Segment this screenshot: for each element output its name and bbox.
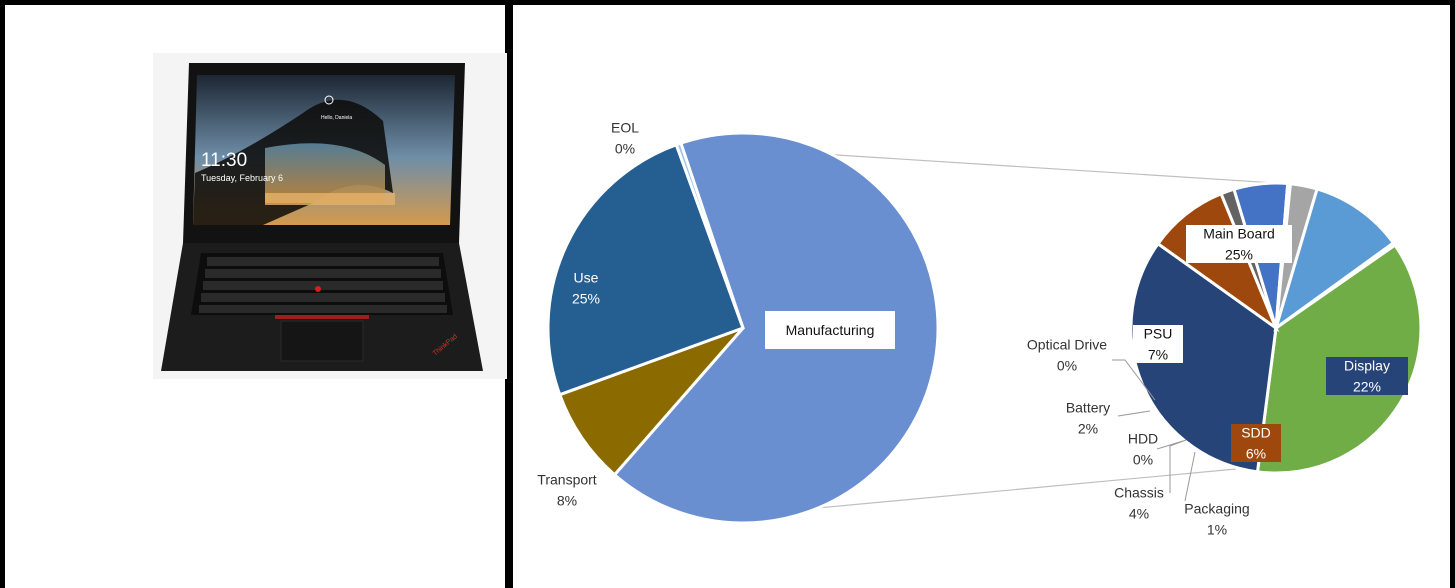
data-label-eol: EOL 0% xyxy=(611,120,639,157)
data-label-transport: Transport 8% xyxy=(537,472,597,509)
photo-panel xyxy=(0,0,510,588)
data-label-packaging: Packaging 1% xyxy=(1184,501,1249,538)
svg-text:HDD: HDD xyxy=(1128,431,1158,447)
svg-text:PSU: PSU xyxy=(1144,326,1173,342)
photo-date: Tuesday, February 6 xyxy=(201,173,283,183)
data-label-display: Display 22% xyxy=(1326,357,1408,395)
svg-text:SDD: SDD xyxy=(1241,425,1271,441)
data-label-chassis: Chassis 4% xyxy=(1114,485,1164,522)
leader-line xyxy=(1112,359,1156,401)
svg-text:EOL: EOL xyxy=(611,120,639,136)
laptop-photo: 11:30 Tuesday, February 6 Hello, Daniela… xyxy=(153,53,507,379)
leader-line xyxy=(1117,410,1151,417)
data-label-sdd: SDD 6% xyxy=(1231,424,1281,462)
svg-text:0%: 0% xyxy=(615,141,635,157)
data-label-optical-drive: Optical Drive 0% xyxy=(1027,337,1107,374)
data-label-main-board: Main Board 25% xyxy=(1186,225,1292,263)
svg-text:Manufacturing: Manufacturing xyxy=(786,322,875,338)
svg-text:0%: 0% xyxy=(1057,358,1077,374)
svg-text:1%: 1% xyxy=(1207,522,1227,538)
data-label-battery: Battery 2% xyxy=(1066,400,1110,437)
svg-text:Optical Drive: Optical Drive xyxy=(1027,337,1107,353)
data-label-hdd: HDD 0% xyxy=(1128,431,1158,468)
svg-text:Battery: Battery xyxy=(1066,400,1110,416)
photo-greeting: Hello, Daniela xyxy=(321,115,352,121)
svg-text:25%: 25% xyxy=(572,291,600,307)
pie-slice-transport xyxy=(557,326,745,477)
svg-text:Use: Use xyxy=(574,270,599,286)
svg-text:22%: 22% xyxy=(1353,379,1381,395)
svg-text:7%: 7% xyxy=(1148,347,1168,363)
svg-text:Main Board: Main Board xyxy=(1203,226,1275,242)
leader-line xyxy=(1184,451,1196,502)
svg-text:Transport: Transport xyxy=(537,472,597,488)
pie-slice-display xyxy=(1129,241,1278,474)
data-label-use: Use 25% xyxy=(561,269,611,307)
pie-slice-eol xyxy=(674,141,745,329)
photo-clock: 11:30 xyxy=(201,150,247,171)
svg-text:Packaging: Packaging xyxy=(1184,501,1249,517)
svg-text:0%: 0% xyxy=(1133,452,1153,468)
data-labels: Manufacturing Use 25% Transport 8% EOL 0% Main … xyxy=(537,120,1408,538)
data-label-psu: PSU 7% xyxy=(1133,325,1183,363)
svg-text:Chassis: Chassis xyxy=(1114,485,1164,501)
pie-slice-use xyxy=(546,142,745,397)
pie-slice-main-board xyxy=(1255,238,1423,475)
svg-text:2%: 2% xyxy=(1078,421,1098,437)
chart-panel xyxy=(508,0,1455,588)
svg-text:Display: Display xyxy=(1344,358,1390,374)
data-label-manufacturing: Manufacturing xyxy=(765,311,895,349)
leader-line xyxy=(1169,439,1187,493)
svg-text:8%: 8% xyxy=(557,493,577,509)
pie-slice-optical-drive xyxy=(1275,240,1398,330)
svg-text:4%: 4% xyxy=(1129,506,1149,522)
pie-slice-psu xyxy=(1273,187,1396,332)
svg-text:25%: 25% xyxy=(1225,247,1253,263)
svg-text:6%: 6% xyxy=(1246,446,1266,462)
